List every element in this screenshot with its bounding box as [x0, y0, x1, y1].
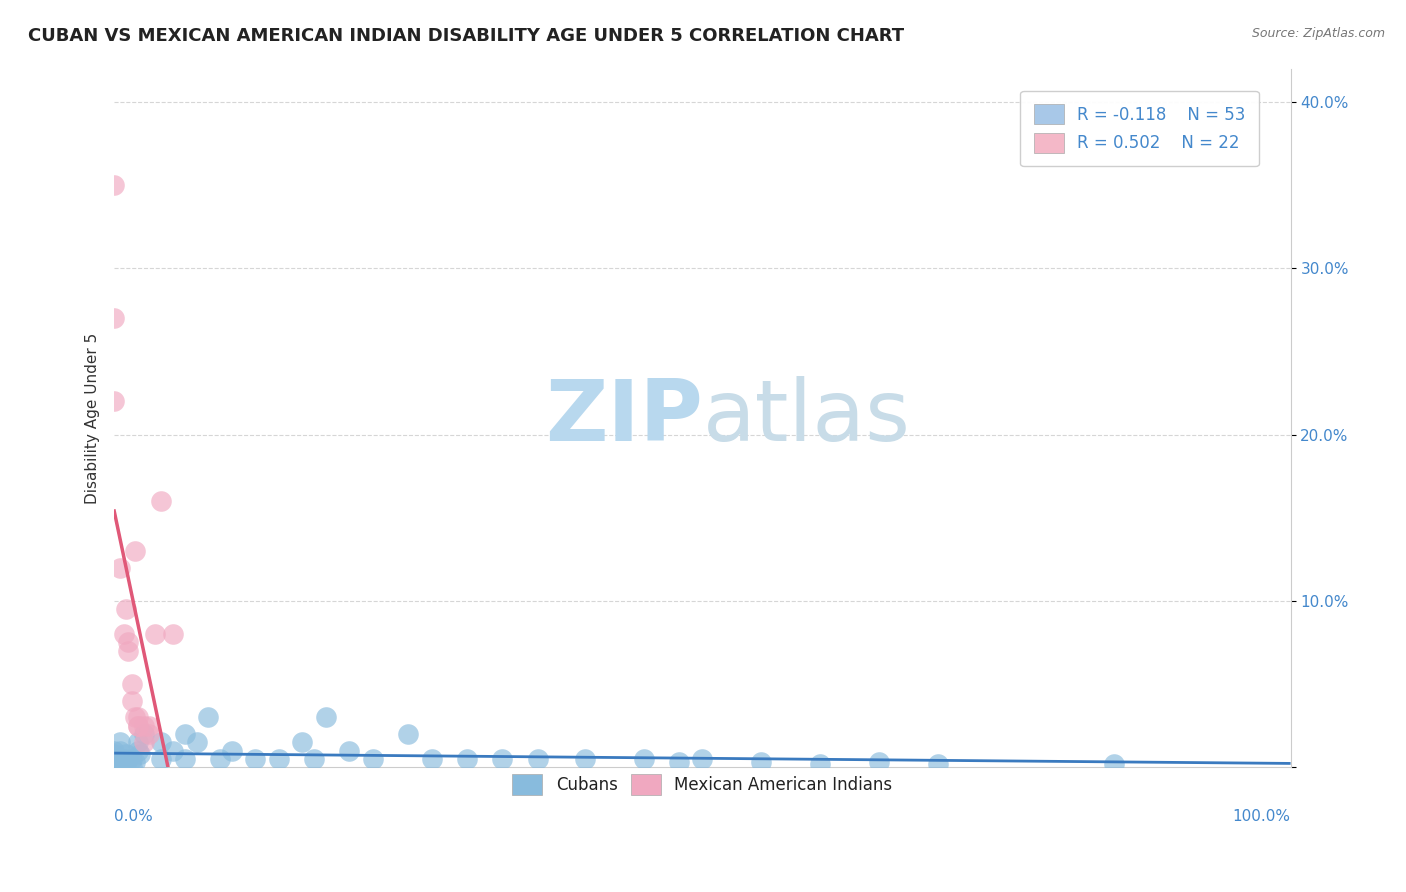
Point: [127, 744, 149, 758]
Point: [127, 719, 149, 733]
Point: [108, 735, 131, 749]
Point: [103, 752, 125, 766]
Point: [267, 752, 290, 766]
Text: Source: ZipAtlas.com: Source: ZipAtlas.com: [1251, 27, 1385, 40]
Point: [315, 710, 337, 724]
Point: [927, 756, 949, 771]
Point: [117, 635, 139, 649]
Point: [108, 752, 131, 766]
Point: [692, 752, 714, 766]
Point: [115, 602, 138, 616]
Point: [127, 735, 149, 749]
Point: [132, 727, 155, 741]
Point: [112, 627, 135, 641]
Point: [420, 752, 443, 766]
Point: [124, 544, 146, 558]
Point: [633, 752, 655, 766]
Text: atlas: atlas: [703, 376, 911, 459]
Point: [108, 560, 131, 574]
Point: [108, 760, 131, 774]
Point: [121, 694, 143, 708]
Point: [186, 735, 208, 749]
Point: [103, 752, 125, 766]
Y-axis label: Disability Age Under 5: Disability Age Under 5: [86, 332, 100, 503]
Point: [108, 744, 131, 758]
Point: [150, 494, 173, 508]
Point: [668, 756, 690, 770]
Point: [112, 752, 135, 766]
Point: [132, 735, 155, 749]
Point: [132, 719, 155, 733]
Point: [291, 735, 314, 749]
Point: [138, 727, 160, 741]
Point: [221, 744, 243, 758]
Point: [150, 752, 173, 766]
Point: [115, 747, 138, 761]
Point: [127, 710, 149, 724]
Point: [491, 752, 513, 766]
Point: [197, 710, 219, 724]
Point: [1102, 756, 1125, 771]
Point: [173, 727, 195, 741]
Point: [339, 744, 361, 758]
Point: [121, 760, 143, 774]
Point: [124, 756, 146, 770]
Point: [103, 178, 125, 192]
Point: [749, 756, 772, 770]
Point: [173, 752, 195, 766]
Point: [456, 752, 478, 766]
Point: [103, 760, 125, 774]
Point: [574, 752, 596, 766]
Text: 0.0%: 0.0%: [114, 809, 153, 824]
Legend: Cubans, Mexican American Indians: Cubans, Mexican American Indians: [499, 761, 905, 808]
Point: [209, 752, 232, 766]
Point: [162, 627, 184, 641]
Text: CUBAN VS MEXICAN AMERICAN INDIAN DISABILITY AGE UNDER 5 CORRELATION CHART: CUBAN VS MEXICAN AMERICAN INDIAN DISABIL…: [28, 27, 904, 45]
Point: [127, 719, 149, 733]
Point: [302, 752, 325, 766]
Point: [103, 760, 125, 774]
Text: ZIP: ZIP: [544, 376, 703, 459]
Point: [117, 644, 139, 658]
Point: [361, 752, 384, 766]
Point: [103, 311, 125, 326]
Point: [396, 727, 419, 741]
Point: [103, 744, 125, 758]
Point: [145, 627, 167, 641]
Point: [115, 760, 138, 774]
Point: [138, 719, 160, 733]
Point: [103, 394, 125, 409]
Point: [103, 760, 125, 774]
Point: [121, 677, 143, 691]
Point: [808, 756, 831, 771]
Point: [103, 760, 125, 774]
Point: [121, 752, 143, 766]
Point: [150, 735, 173, 749]
Point: [162, 744, 184, 758]
Point: [868, 756, 890, 770]
Point: [124, 710, 146, 724]
Text: 100.0%: 100.0%: [1233, 809, 1291, 824]
Point: [103, 747, 125, 761]
Point: [245, 752, 267, 766]
Point: [526, 752, 548, 766]
Point: [129, 747, 152, 761]
Point: [117, 752, 139, 766]
